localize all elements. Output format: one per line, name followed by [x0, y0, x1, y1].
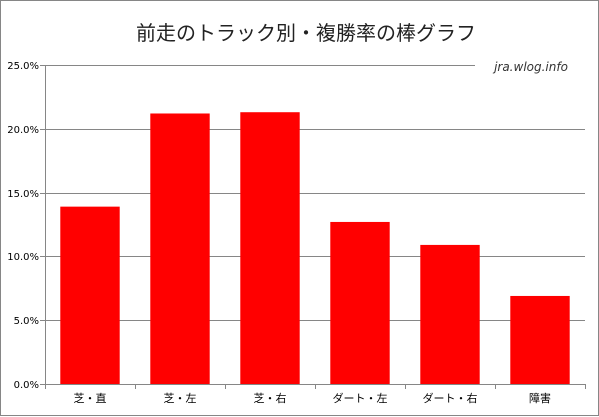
bar [150, 113, 210, 384]
y-tick-label: 25.0% [7, 61, 39, 72]
bar [240, 112, 300, 384]
bars [60, 112, 570, 384]
y-tick-label: 10.0% [7, 252, 39, 263]
x-category-label: 芝・左 [164, 392, 197, 405]
gridlines [45, 65, 585, 321]
watermark-background [475, 58, 585, 76]
bar [420, 244, 480, 384]
x-category-label: 芝・直 [74, 391, 107, 405]
bar [510, 295, 570, 384]
watermark-text: jra.wlog.info [492, 60, 568, 74]
bar [330, 221, 390, 384]
x-category-label: ダート・左 [333, 391, 388, 405]
chart-title: 前走のトラック別・複勝率の棒グラフ [136, 21, 476, 45]
bar [60, 206, 120, 384]
x-category-label: ダート・右 [423, 391, 478, 405]
y-tick-label: 15.0% [7, 189, 39, 200]
axes [40, 65, 586, 389]
tick-labels: 0.0% 5.0% 10.0% 15.0% 20.0% 25.0% 芝・直 芝・左 芝・右 ダート… [7, 61, 551, 405]
y-tick-label: 0.0% [14, 380, 39, 391]
x-category-label: 芝・右 [254, 391, 287, 405]
y-tick-label: 20.0% [7, 125, 39, 136]
x-category-label: 障害 [529, 391, 551, 405]
y-tick-label: 5.0% [14, 316, 39, 327]
